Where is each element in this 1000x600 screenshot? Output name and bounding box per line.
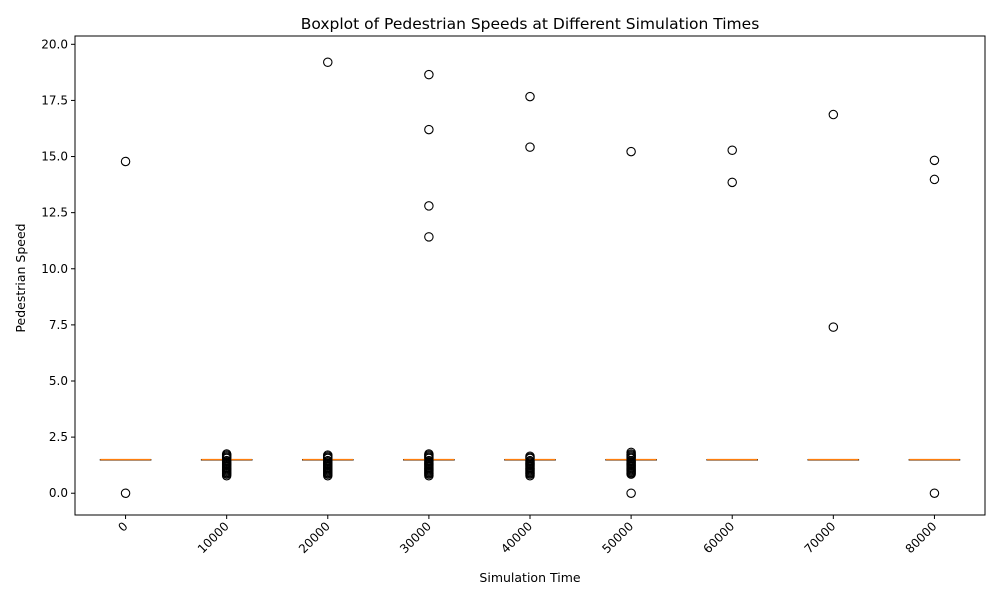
x-tick-label: 60000 — [700, 519, 737, 556]
y-tick-label: 7.5 — [49, 318, 68, 332]
outlier-point — [828, 322, 839, 332]
outlier-point — [120, 156, 131, 167]
y-axis: 0.0 2.5 5.0 7.5 10.0 12.5 15.0 17.5 20.0 — [41, 37, 75, 500]
x-axis-label: Simulation Time — [479, 570, 580, 585]
outlier-point — [424, 455, 434, 466]
y-tick-label: 15.0 — [41, 150, 68, 164]
outlier-point — [120, 488, 131, 498]
outlier-point — [727, 145, 737, 156]
box-group — [403, 69, 455, 481]
plot-marks — [99, 57, 961, 498]
x-tick-label: 50000 — [599, 519, 636, 556]
y-tick-label: 12.5 — [41, 206, 68, 220]
outlier-point — [929, 174, 940, 185]
x-tick-label: 0 — [115, 519, 130, 534]
x-axis: 0 10000 20000 30000 40000 50000 60000 70000 8000… — [115, 515, 940, 556]
plot-frame — [74, 35, 986, 516]
outlier-point — [424, 69, 434, 80]
y-tick-label: 17.5 — [41, 93, 68, 107]
outlier-point — [525, 142, 535, 152]
outlier-point — [525, 455, 535, 466]
outlier-point — [727, 177, 737, 188]
x-tick-label: 80000 — [903, 519, 940, 556]
outlier-point — [424, 232, 434, 242]
y-axis-label: Pedestrian Speed — [13, 223, 28, 332]
x-tick-label: 20000 — [296, 519, 333, 556]
y-tick-label: 20.0 — [41, 37, 68, 51]
outlier-point — [929, 488, 940, 498]
outlier-point — [424, 124, 434, 135]
outlier-point — [626, 447, 636, 458]
outlier-point — [626, 146, 636, 157]
y-tick-label: 2.5 — [49, 430, 68, 444]
outlier-point — [323, 455, 333, 466]
x-tick-label: 10000 — [195, 519, 232, 556]
outlier-point — [525, 91, 535, 102]
box-group — [504, 91, 556, 481]
box-group — [908, 155, 961, 498]
outlier-point — [221, 455, 232, 466]
box-group — [99, 156, 152, 498]
box-group — [302, 57, 354, 481]
y-tick-label: 10.0 — [41, 262, 68, 276]
chart-title: Boxplot of Pedestrian Speeds at Differen… — [301, 15, 760, 33]
outlier-point — [424, 201, 434, 211]
outlier-point — [424, 449, 434, 459]
outlier-point — [525, 451, 535, 461]
box-group — [605, 146, 657, 498]
box-group — [706, 145, 759, 461]
outlier-point — [828, 109, 839, 120]
outlier-point — [221, 449, 232, 459]
outlier-point — [323, 57, 333, 68]
box-group — [807, 109, 860, 461]
outlier-point — [323, 450, 333, 460]
x-tick-label: 30000 — [397, 519, 434, 556]
box-group — [200, 449, 253, 481]
y-tick-label: 0.0 — [49, 486, 68, 500]
outlier-point — [626, 488, 636, 498]
outlier-point — [929, 155, 940, 166]
y-tick-label: 5.0 — [49, 374, 68, 388]
x-tick-label: 40000 — [498, 519, 535, 556]
x-tick-label: 70000 — [802, 519, 839, 556]
